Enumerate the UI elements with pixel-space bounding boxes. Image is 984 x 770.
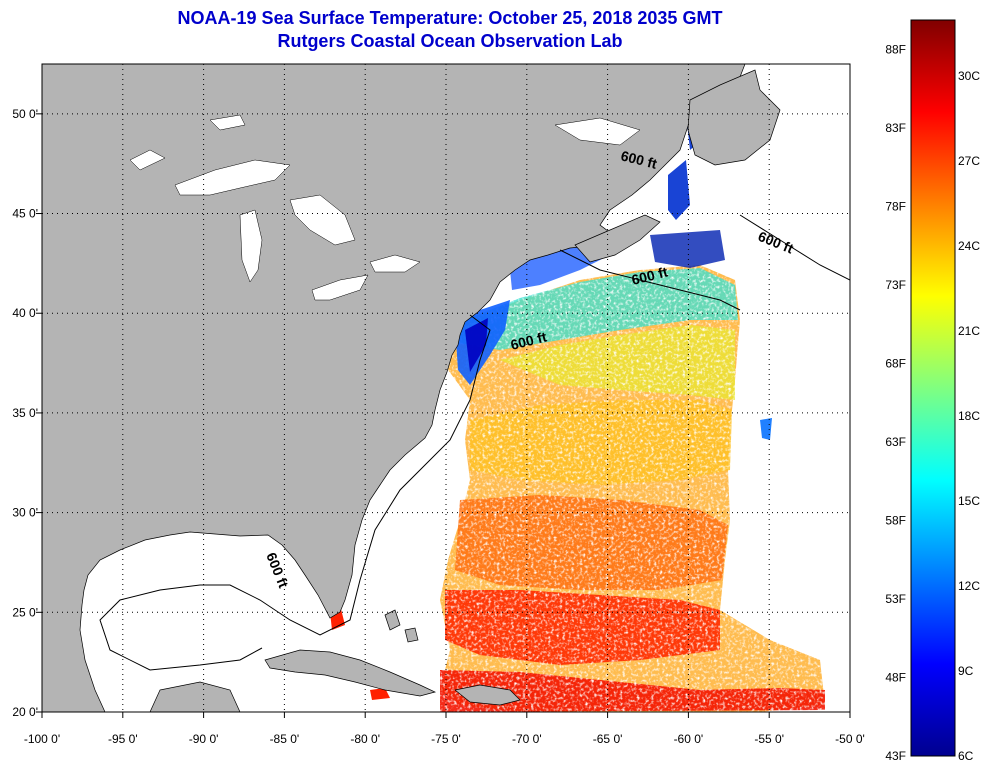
colorbar-f-label: 48F: [885, 671, 906, 685]
lon-tick-label: -55 0': [754, 732, 784, 746]
map-title: NOAA-19 Sea Surface Temperature: October…: [177, 8, 723, 28]
lat-tick-label: 25 0': [12, 605, 38, 619]
great-lakes: [129, 114, 641, 301]
colorbar-c-label: 24C: [958, 239, 980, 253]
graticule: [42, 64, 850, 712]
longitude-axis: -100 0' -95 0' -90 0' -85 0' -80 0' -75 0' -70…: [24, 712, 865, 746]
colorbar-c-label: 12C: [958, 579, 980, 593]
colorbar-f-label: 73F: [885, 278, 906, 292]
colorbar: [910, 19, 956, 757]
lon-tick-label: -65 0': [593, 732, 623, 746]
colorbar-celsius-labels: 6C 9C 12C 15C 18C 21C 24C 27C 30C: [958, 69, 980, 763]
colorbar-c-label: 9C: [958, 664, 974, 678]
colorbar-f-label: 53F: [885, 592, 906, 606]
lat-tick-label: 45 0': [12, 207, 38, 221]
lon-tick-label: -70 0': [512, 732, 542, 746]
colorbar-f-label: 83F: [885, 121, 906, 135]
lon-tick-label: -75 0': [431, 732, 461, 746]
latitude-axis: 20 0' 25 0' 30 0' 35 0' 40 0' 45 0' 50 0': [12, 107, 42, 719]
lon-tick-label: -80 0': [350, 732, 380, 746]
depth-contour-600ft: [99, 214, 850, 671]
colorbar-fahrenheit-labels: 43F 48F 53F 58F 63F 68F 73F 78F 83F 88F: [885, 43, 906, 764]
lat-tick-label: 50 0': [12, 107, 38, 121]
lon-tick-label: -50 0': [835, 732, 865, 746]
lat-tick-label: 30 0': [12, 506, 38, 520]
colorbar-f-label: 88F: [885, 43, 906, 57]
lat-tick-label: 20 0': [12, 705, 38, 719]
colorbar-f-label: 68F: [885, 357, 906, 371]
colorbar-c-label: 21C: [958, 324, 980, 338]
colorbar-c-label: 27C: [958, 154, 980, 168]
sst-data-field: [325, 100, 850, 712]
colorbar-f-label: 43F: [885, 749, 906, 763]
map-subtitle: Rutgers Coastal Ocean Observation Lab: [277, 31, 623, 51]
lon-tick-label: -90 0': [189, 732, 219, 746]
lon-tick-label: -95 0': [108, 732, 138, 746]
colorbar-f-label: 63F: [885, 435, 906, 449]
colorbar-c-label: 18C: [958, 409, 980, 423]
colorbar-f-label: 78F: [885, 200, 906, 214]
colorbar-c-label: 30C: [958, 69, 980, 83]
lat-tick-label: 40 0': [12, 306, 38, 320]
lon-tick-label: -85 0': [270, 732, 300, 746]
colorbar-f-label: 58F: [885, 514, 906, 528]
lon-tick-label: -60 0': [674, 732, 704, 746]
lat-tick-label: 35 0': [12, 406, 38, 420]
colorbar-c-label: 6C: [958, 749, 974, 763]
land-masses: [42, 64, 781, 712]
colorbar-c-label: 15C: [958, 494, 980, 508]
lon-tick-label: -100 0': [24, 732, 60, 746]
